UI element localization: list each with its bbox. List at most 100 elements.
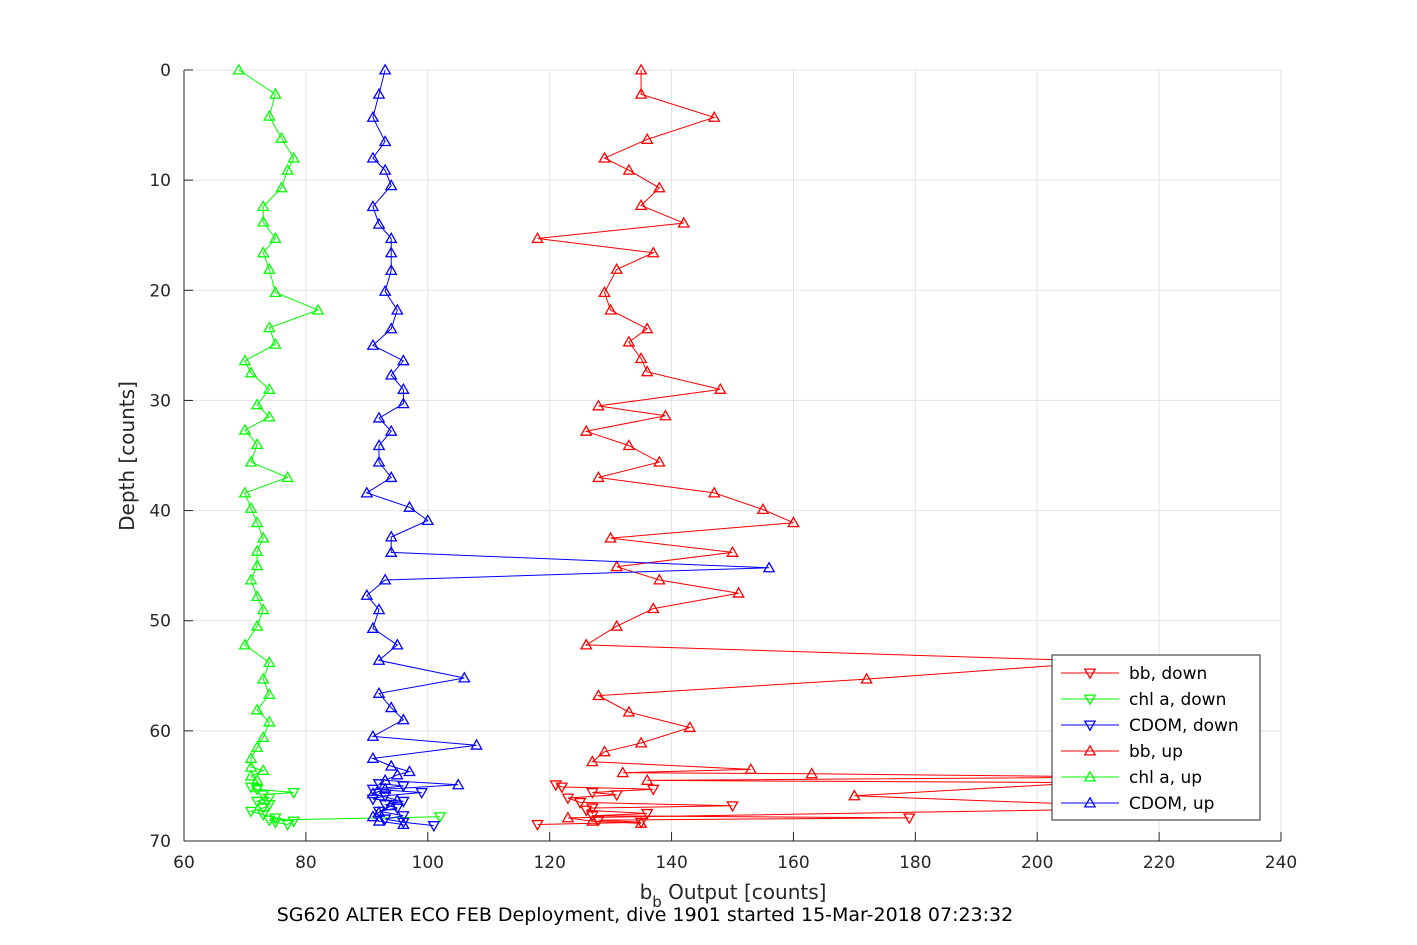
data-point <box>458 671 471 683</box>
data-point <box>634 352 648 364</box>
data-point <box>561 793 575 805</box>
data-point <box>269 232 282 244</box>
data-point <box>860 672 873 684</box>
data-point <box>592 689 605 701</box>
data-point <box>756 502 770 515</box>
data-point <box>366 787 380 799</box>
data-point <box>238 638 252 650</box>
data-point <box>250 796 264 808</box>
data-point <box>762 561 776 573</box>
data-point <box>287 787 301 800</box>
data-point <box>372 653 386 665</box>
data-point <box>634 87 648 99</box>
legend-item: bb, up <box>1061 742 1183 762</box>
x-tick-label: 140 <box>655 853 687 873</box>
data-point <box>433 812 447 824</box>
data-point <box>549 780 563 792</box>
data-point <box>366 110 380 122</box>
y-tick-label: 50 <box>149 612 171 632</box>
series-group <box>232 63 1184 833</box>
series-line <box>537 784 910 825</box>
data-point <box>653 455 666 467</box>
tick-labels: 60 80 100 120 140 160 180 200 220 240 0 10 20 30 40 50 6… <box>149 61 1297 873</box>
y-tick-label: 30 <box>149 391 171 411</box>
data-point <box>250 780 264 792</box>
data-point <box>263 656 276 668</box>
data-point <box>634 736 648 748</box>
data-point <box>263 715 276 727</box>
data-point <box>390 768 404 780</box>
data-point <box>263 382 276 394</box>
data-point <box>263 687 276 700</box>
legend-label: CDOM, up <box>1129 794 1214 814</box>
data-point <box>732 586 745 598</box>
data-point <box>256 790 270 802</box>
data-point <box>397 781 410 793</box>
data-point <box>397 354 410 366</box>
data-point <box>372 686 386 698</box>
data-point <box>384 545 398 557</box>
data-point <box>586 814 599 826</box>
data-point <box>287 151 301 163</box>
data-point <box>390 638 404 650</box>
data-point <box>726 545 739 557</box>
x-tick-label: 180 <box>899 853 931 873</box>
data-point <box>372 814 386 826</box>
data-point <box>634 198 648 211</box>
data-point <box>372 455 386 467</box>
data-point <box>378 573 392 585</box>
data-point <box>366 200 380 212</box>
x-tick-label: 200 <box>1021 853 1053 873</box>
data-point <box>256 531 270 543</box>
data-point <box>384 263 398 276</box>
x-tick-label: 60 <box>173 853 195 873</box>
data-point <box>372 603 386 615</box>
data-point <box>250 773 264 785</box>
data-point <box>384 424 398 436</box>
series-5 <box>360 63 776 830</box>
legend-marker <box>1083 694 1097 706</box>
data-point <box>263 109 276 121</box>
data-point <box>269 817 282 829</box>
data-point <box>653 181 666 193</box>
data-point <box>256 603 270 615</box>
data-point <box>384 368 398 380</box>
data-point <box>397 811 410 823</box>
data-point <box>244 769 258 781</box>
data-point <box>646 784 660 796</box>
data-point <box>263 262 276 274</box>
data-point <box>622 335 636 347</box>
data-point <box>592 471 605 483</box>
x-tick-label: 220 <box>1143 853 1175 873</box>
data-point <box>378 284 392 296</box>
data-point <box>586 811 599 823</box>
x-tick-label: 120 <box>533 853 565 873</box>
data-point <box>579 424 593 436</box>
data-point <box>610 790 624 802</box>
data-point <box>659 409 672 421</box>
data-point <box>640 365 654 377</box>
data-point <box>390 303 404 315</box>
data-point <box>384 179 398 191</box>
data-point <box>470 738 483 750</box>
data-point <box>384 799 398 811</box>
data-point <box>366 729 380 741</box>
y-tick-label: 40 <box>149 502 171 522</box>
data-point <box>263 410 276 422</box>
y-tick-label: 0 <box>160 61 171 81</box>
data-point <box>622 163 636 175</box>
data-point <box>256 246 270 258</box>
legend: bb, down chl a, down CDOM, down bb, up chl a… <box>1051 654 1261 821</box>
series-4 <box>232 63 325 792</box>
data-point <box>579 638 593 650</box>
data-point <box>598 745 611 757</box>
grid <box>183 69 1282 842</box>
data-point <box>622 439 636 451</box>
data-point <box>573 797 587 809</box>
legend-label: chl a, down <box>1129 690 1226 710</box>
data-point <box>586 803 599 815</box>
data-point <box>531 232 544 244</box>
data-point <box>378 814 392 826</box>
data-point <box>378 63 392 75</box>
legend-label: chl a, up <box>1129 768 1202 788</box>
